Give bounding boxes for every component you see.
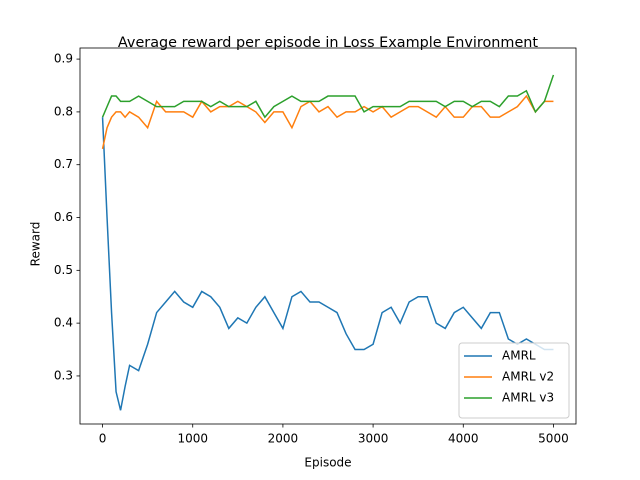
legend: AMRL AMRL v2 AMRL v3	[458, 342, 570, 419]
x-tick-label: 2000	[268, 432, 299, 446]
y-tick-label: 0.7	[54, 157, 73, 171]
x-tick-label: 1000	[177, 432, 208, 446]
y-axis-label: Reward	[29, 222, 43, 267]
legend-label: AMRL	[502, 349, 536, 363]
x-tick-label: 5000	[538, 432, 569, 446]
y-tick-label: 0.6	[54, 210, 73, 224]
line	[101, 117, 554, 411]
y-tick-label: 0.5	[54, 263, 73, 277]
x-tick-label: 3000	[358, 432, 389, 446]
legend-box	[458, 342, 570, 419]
y-tick-label: 0.8	[54, 104, 73, 118]
legend-label: AMRL v3	[502, 391, 554, 405]
line	[101, 74, 555, 119]
legend-label: AMRL v2	[502, 370, 554, 384]
y-tick-label: 0.3	[54, 368, 73, 382]
plot-frame	[79, 47, 577, 425]
x-tick-label: 0	[99, 432, 107, 446]
x-axis-label: Episode	[304, 456, 351, 470]
y-tick-label: 0.9	[54, 52, 73, 66]
y-tick-label: 0.4	[54, 316, 73, 330]
chart-title: Average reward per episode in Loss Examp…	[118, 35, 538, 51]
x-tick-label: 4000	[448, 432, 479, 446]
